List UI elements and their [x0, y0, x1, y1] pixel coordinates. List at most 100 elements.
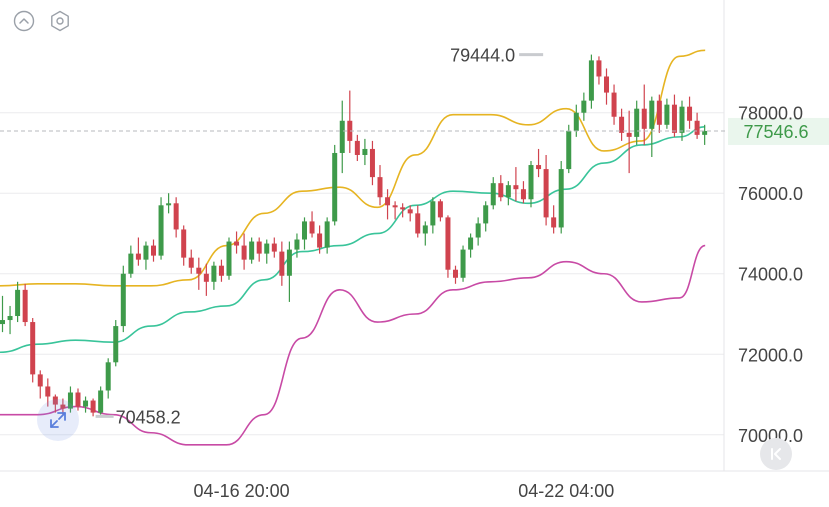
candle	[271, 237, 277, 258]
candle-body	[143, 245, 149, 260]
candle-body	[22, 289, 28, 323]
price-axis: 70000.0 72000.0 74000.0 76000.0 78000.0	[738, 104, 803, 446]
candle	[302, 217, 307, 250]
candle-body	[551, 217, 557, 228]
grid-lines	[0, 112, 724, 436]
candle-body	[286, 249, 292, 276]
candle-body	[135, 253, 141, 260]
candle-body	[60, 404, 66, 409]
candle-body	[611, 92, 617, 117]
candle-body	[317, 233, 323, 248]
candle-body	[226, 241, 232, 276]
candle	[551, 205, 557, 234]
candle	[309, 211, 315, 238]
candle-body	[475, 223, 481, 238]
candle-body	[211, 265, 217, 282]
candle	[536, 148, 542, 178]
candle-body	[694, 120, 700, 135]
candle	[483, 201, 489, 232]
candle-body	[256, 241, 262, 254]
candle	[430, 197, 436, 234]
candle-body	[588, 60, 594, 101]
candle-body	[188, 257, 194, 268]
candle	[15, 281, 21, 323]
candle-body	[105, 362, 111, 391]
candle	[490, 177, 496, 210]
candle-body	[385, 197, 391, 206]
candle	[634, 100, 640, 145]
candle-body	[249, 241, 255, 260]
skip-back-icon[interactable]	[760, 438, 792, 470]
candle-body	[302, 221, 307, 240]
time-tick-label: 04-22 04:00	[518, 481, 614, 501]
candle	[226, 237, 232, 280]
candle	[400, 203, 406, 218]
candle-body	[702, 130, 708, 135]
candle-body	[377, 177, 383, 198]
candle	[158, 197, 164, 260]
candle-body	[566, 130, 572, 170]
zoom-arrows-icon[interactable]	[37, 399, 79, 441]
candle-body	[158, 205, 164, 256]
candle	[249, 237, 255, 264]
candle	[166, 193, 172, 214]
candle-body	[234, 241, 240, 246]
candle	[128, 245, 134, 278]
candle-body	[558, 169, 564, 228]
candle-body	[181, 229, 187, 258]
low-price-label: 70458.2	[116, 407, 181, 427]
candle-body	[369, 148, 375, 178]
candle-body	[634, 108, 640, 137]
candle	[332, 144, 338, 226]
candle	[286, 241, 292, 302]
candle-body	[218, 265, 224, 276]
candle-body	[0, 320, 5, 325]
candle-body	[309, 221, 315, 234]
candle	[377, 165, 383, 206]
candle-body	[354, 140, 360, 155]
candle	[626, 110, 632, 174]
candle	[445, 215, 451, 278]
candle	[415, 205, 421, 238]
chevron-up-circle-icon[interactable]	[13, 10, 35, 32]
candle-body	[664, 104, 670, 125]
candle-body	[324, 221, 330, 248]
candle	[279, 241, 285, 286]
candle	[347, 90, 353, 153]
candle-body	[604, 76, 609, 93]
candle-body	[98, 390, 104, 413]
candle-body	[430, 201, 436, 226]
candle-body	[422, 225, 428, 234]
candle-body	[483, 205, 489, 224]
price-tick-label: 78000.0	[738, 104, 803, 124]
price-annotations: 77546.6 79444.0 70458.2	[0, 46, 829, 427]
candle-body	[513, 185, 519, 190]
price-tick-label: 76000.0	[738, 184, 803, 204]
candle	[460, 245, 466, 282]
candle-body	[113, 326, 119, 363]
candle	[513, 167, 519, 202]
candle-body	[362, 148, 368, 155]
candle	[407, 205, 413, 222]
candle-body	[671, 104, 677, 133]
candle	[67, 386, 73, 413]
candle-body	[203, 273, 209, 282]
candle	[143, 241, 149, 270]
gear-hexagon-icon[interactable]	[49, 10, 71, 32]
candle	[105, 358, 111, 399]
candle	[619, 108, 625, 141]
candle-body	[641, 108, 647, 129]
candle	[218, 259, 224, 282]
candle-body	[437, 201, 443, 218]
candle	[113, 320, 119, 367]
candle	[362, 138, 368, 166]
candle	[339, 100, 345, 174]
candle	[558, 161, 564, 234]
candle-body	[543, 169, 549, 218]
candle	[317, 225, 323, 254]
price-tick-label: 74000.0	[738, 265, 803, 285]
high-price-label: 79444.0	[450, 46, 515, 66]
candle-body	[573, 112, 579, 131]
candle	[596, 56, 602, 85]
